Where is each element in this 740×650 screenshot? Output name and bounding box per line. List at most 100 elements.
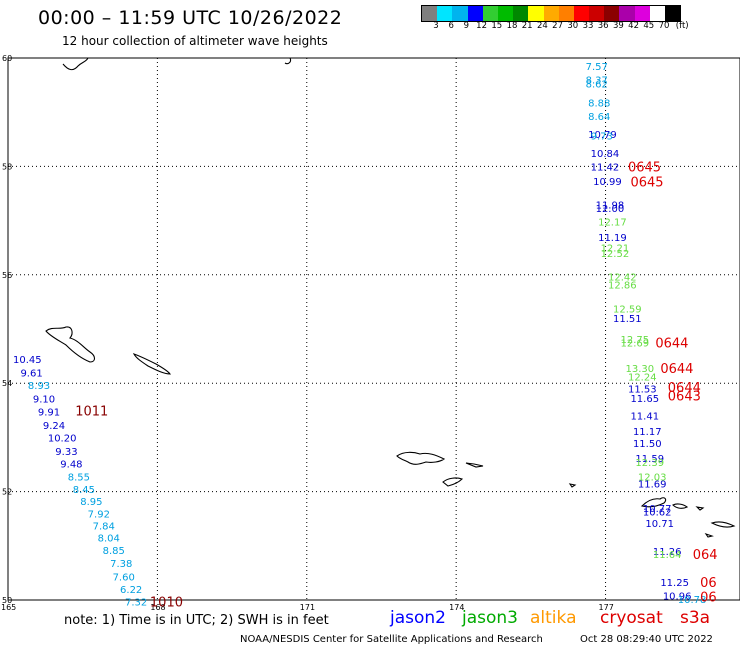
wave-height-value: 11.65 — [630, 394, 659, 405]
legend-label: 33 — [582, 21, 594, 31]
legend-label: 30 — [567, 21, 579, 31]
coastline-kamchatka-tip — [62, 57, 292, 71]
legend-swatch — [573, 6, 590, 21]
legend-label: 70 — [658, 21, 670, 31]
lat-label: 60 — [2, 54, 12, 63]
legend-label: 45 — [643, 21, 655, 31]
wave-height-value: 10.96 — [663, 592, 692, 603]
island-agattu — [442, 477, 464, 487]
legend-label: 15 — [491, 21, 503, 31]
lon-label: 165 — [1, 603, 16, 612]
footer-note: note: 1) Time is in UTC; 2) SWH is in fe… — [64, 613, 329, 628]
lon-label: 177 — [599, 603, 614, 612]
legend-cryosat: cryosat — [600, 608, 663, 628]
credit-timestamp: Oct 28 08:29:40 UTC 2022 — [580, 634, 713, 645]
wave-height-value: 8.64 — [588, 112, 610, 123]
legend-jason3: jason3 — [462, 608, 518, 628]
wave-height-value: 12.42 — [608, 272, 637, 283]
legend-labels: 3 6 9 12 15 18 21 24 27 30 33 36 39 42 45 70 (ft) — [421, 21, 740, 33]
wave-height-value: 8.55 — [68, 472, 90, 483]
latitude-labels: 60 58 56 54 52 50 — [2, 54, 12, 605]
wave-height-value: 7.57 — [586, 62, 608, 73]
wave-height-value: 11.42 — [591, 162, 620, 173]
legend-s3a: s3a — [680, 608, 711, 628]
wave-height-value: 12.39 — [635, 458, 664, 469]
lon-label: 174 — [449, 603, 464, 612]
wave-height-value: 12.86 — [608, 281, 637, 292]
wave-height-value: 8.62 — [586, 79, 608, 90]
wave-height-value: 12.69 — [620, 339, 649, 350]
pass-time-label: 1010 — [150, 596, 183, 611]
wave-height-value: 10.84 — [591, 149, 620, 160]
legend-label: 12 — [476, 21, 488, 31]
lon-label: 171 — [300, 603, 315, 612]
wave-height-value: 7.38 — [110, 559, 132, 570]
wave-height-value: 9.91 — [38, 407, 60, 418]
legend-swatch — [604, 6, 620, 21]
wave-height-value: 6.22 — [120, 585, 142, 596]
legend-label: 3 — [433, 21, 439, 31]
map-subtitle: 12 hour collection of altimeter wave hei… — [62, 34, 328, 48]
pass-time-label: 0644 — [668, 381, 701, 396]
wave-height-value: 8.37 — [586, 76, 608, 87]
wave-height-value: 9.61 — [20, 368, 42, 379]
pass-time-label: 06 — [700, 576, 717, 591]
color-legend — [421, 5, 682, 22]
wave-height-value: 10.20 — [48, 433, 77, 444]
wave-height-value: 7.32 — [125, 598, 147, 609]
legend-swatch — [437, 6, 453, 21]
wave-height-value: 11.17 — [633, 427, 662, 438]
wave-height-value: 11.50 — [633, 439, 662, 450]
wave-height-value: 11.41 — [630, 412, 659, 423]
legend-swatch — [528, 6, 544, 21]
wave-height-value: 12.24 — [628, 373, 657, 384]
legend-altika: altika — [530, 608, 577, 628]
wave-height-observations: 7.57 8.378.62 8.88 8.64 10.799.73 10.84 11.42 1… — [13, 62, 706, 608]
island-buldir — [568, 483, 577, 488]
wave-height-value: 11.98 — [596, 200, 625, 211]
legend-swatch — [482, 6, 498, 21]
legend-swatch — [497, 6, 514, 21]
wave-height-value: 8.88 — [588, 98, 610, 109]
wave-height-value: 11.51 — [613, 314, 642, 325]
legend-swatch — [589, 6, 605, 21]
island-semichi — [465, 462, 484, 468]
lat-label: 50 — [2, 596, 12, 605]
pass-time-label: 1011 — [75, 404, 108, 419]
wave-height-value: 9.10 — [33, 394, 55, 405]
longitude-labels: 165 168 171 174 177 — [1, 603, 614, 612]
lat-label: 58 — [2, 162, 12, 171]
wave-height-value: 11.25 — [660, 578, 689, 589]
island-bering — [45, 326, 96, 363]
wave-height-value: 10.45 — [13, 355, 42, 366]
island-medny — [132, 353, 172, 375]
wave-height-value: 8.93 — [28, 381, 50, 392]
wave-height-value: 7.84 — [93, 522, 115, 533]
wave-height-value: 10.99 — [593, 177, 622, 188]
legend-label: 39 — [612, 21, 624, 31]
wave-height-value: 10.78 — [678, 595, 707, 606]
wave-height-value: 12.75 — [620, 335, 649, 346]
wave-height-value: 11.26 — [653, 547, 682, 558]
wave-height-value: 12.21 — [601, 244, 630, 255]
wave-height-value: 8.04 — [98, 534, 120, 545]
legend-label: 42 — [628, 21, 640, 31]
wave-height-value: 9.48 — [60, 459, 82, 470]
wave-height-value: 12.17 — [598, 218, 627, 229]
wave-height-value: 10.71 — [645, 519, 674, 530]
pass-time-label: 0643 — [668, 390, 701, 405]
legend-label: 27 — [552, 21, 564, 31]
wave-height-value: 12.00 — [596, 204, 625, 215]
pass-time-label: 0644 — [660, 362, 693, 377]
wave-height-value: 11.59 — [635, 454, 664, 465]
wave-height-value: 9.24 — [43, 421, 65, 432]
wave-height-value: 7.60 — [113, 573, 135, 584]
wave-height-value: 8.95 — [80, 497, 102, 508]
legend-swatch — [543, 6, 559, 21]
lon-label: 168 — [150, 603, 165, 612]
legend-label: 21 — [521, 21, 533, 31]
coastlines — [45, 57, 736, 538]
wave-height-value: 12.59 — [613, 304, 642, 315]
